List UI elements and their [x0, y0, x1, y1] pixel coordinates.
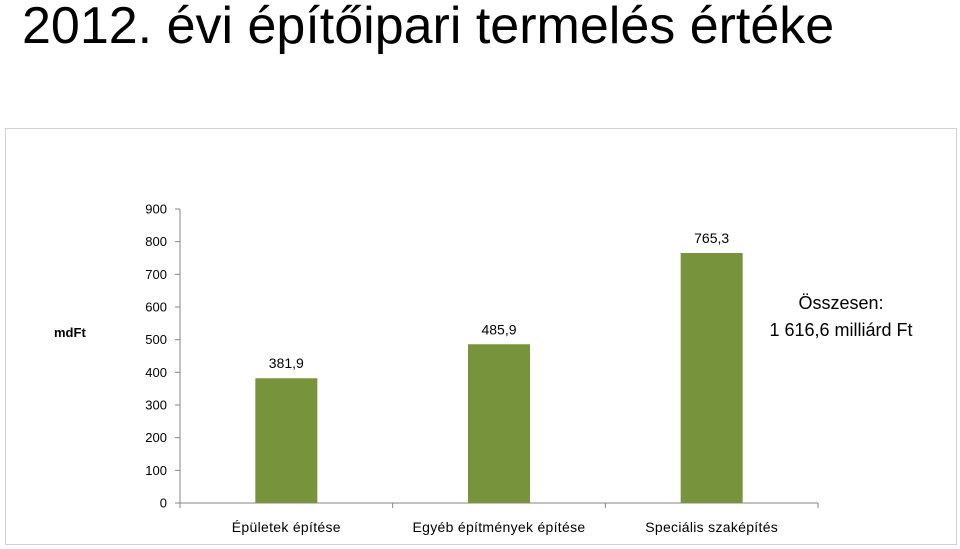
- chart-labels: 381,9 Épületek építése 485,9 Egyéb építmény…: [232, 230, 778, 535]
- bar: [468, 344, 530, 503]
- chart-frame: [5, 128, 957, 545]
- bar: [680, 253, 743, 503]
- x-category-label: Épületek építése: [232, 519, 341, 535]
- y-tick-label: 200: [145, 430, 167, 445]
- slide-title: 2012. évi építőipari termelés értéke: [22, 0, 835, 55]
- total-annotation-line2: 1 616,6 milliárd Ft: [769, 320, 912, 340]
- y-tick-label: 0: [160, 496, 167, 511]
- data-label: 485,9: [481, 321, 516, 337]
- data-label: 765,3: [694, 230, 729, 246]
- x-category-label: Egyéb építmények építése: [413, 519, 586, 535]
- y-tick-label: 500: [145, 332, 167, 347]
- y-tick-label: 900: [145, 202, 167, 217]
- x-category-label: Speciális szaképítés: [645, 519, 778, 535]
- data-label: 381,9: [269, 355, 304, 371]
- y-tick-label: 400: [145, 365, 167, 380]
- y-tick-label: 700: [145, 267, 167, 282]
- total-annotation-line1: Összesen:: [798, 293, 883, 313]
- chart-bars: [255, 253, 743, 503]
- y-axis-label: mdFt: [54, 325, 86, 340]
- bar: [255, 378, 318, 503]
- y-tick-label: 100: [145, 463, 167, 478]
- y-tick-label: 300: [145, 398, 167, 413]
- y-tick-label: 600: [145, 300, 167, 315]
- y-tick-label: 800: [145, 234, 167, 249]
